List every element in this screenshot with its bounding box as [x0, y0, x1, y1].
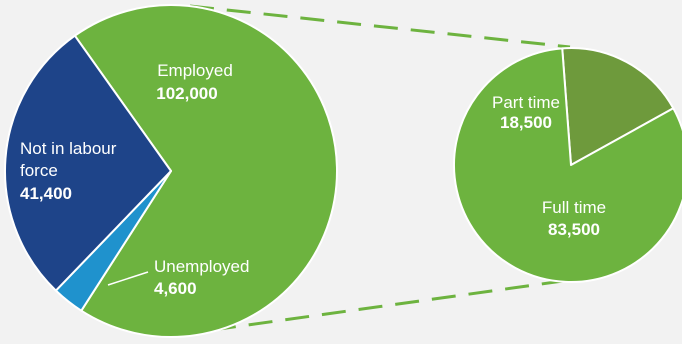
nilf-label-line2: force: [20, 161, 58, 180]
slice-employed: [73, 4, 338, 338]
connector-line-bottom: [211, 278, 571, 332]
parttime-value: 18,500: [500, 113, 552, 132]
nilf-label-line1: Not in labour: [20, 139, 117, 158]
unemployed-label: Unemployed: [154, 257, 249, 276]
fulltime-label: Full time: [542, 198, 606, 217]
slice-part-time: [561, 47, 675, 166]
main-pie: [4, 4, 338, 338]
unemployed-leader-line: [107, 271, 149, 286]
slice-not-in-labour-force: [4, 34, 172, 292]
breakdown-pie: [453, 47, 682, 283]
unemployed-value: 4,600: [154, 279, 197, 298]
employed-value: 102,000: [156, 84, 217, 103]
slice-full-time: [453, 47, 682, 283]
connector-line-top: [189, 4, 571, 49]
employed-label: Employed: [157, 61, 233, 80]
nilf-value: 41,400: [20, 184, 72, 203]
connector-lines: [189, 4, 571, 332]
parttime-label: Part time: [492, 93, 560, 112]
fulltime-value: 83,500: [548, 220, 600, 239]
